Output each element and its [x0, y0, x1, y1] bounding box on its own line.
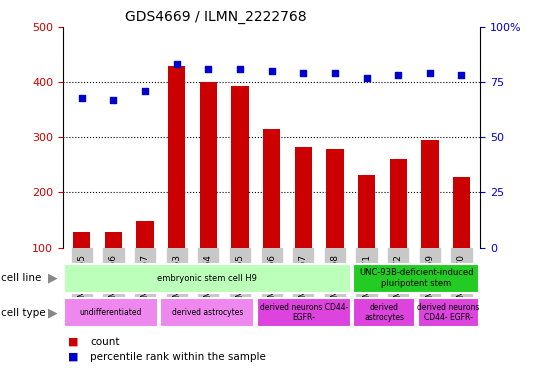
Point	[425, 70, 434, 76]
Point	[457, 73, 466, 79]
Bar	[353, 263, 479, 293]
Bar	[295, 147, 312, 248]
Point	[362, 74, 371, 81]
Bar	[161, 298, 254, 327]
Point	[394, 73, 402, 79]
Bar	[358, 175, 375, 248]
Bar	[353, 298, 415, 327]
Text: derived neurons CD44-
EGFR-: derived neurons CD44- EGFR-	[259, 303, 348, 322]
Bar	[105, 232, 122, 248]
Point	[141, 88, 150, 94]
Bar	[136, 221, 154, 248]
Point	[109, 97, 118, 103]
Bar	[232, 86, 248, 248]
Bar	[64, 298, 158, 327]
Text: ■: ■	[68, 352, 79, 362]
Text: derived neurons
CD44- EGFR-: derived neurons CD44- EGFR-	[417, 303, 479, 322]
Text: cell line: cell line	[1, 273, 41, 283]
Bar	[200, 82, 217, 248]
Bar	[418, 298, 479, 327]
Bar	[263, 129, 280, 248]
Text: count: count	[90, 337, 120, 347]
Bar	[168, 66, 186, 248]
Bar	[73, 232, 91, 248]
Text: ■: ■	[68, 337, 79, 347]
Point	[78, 94, 86, 101]
Text: derived astrocytes: derived astrocytes	[171, 308, 243, 317]
Point	[236, 66, 245, 72]
Bar	[453, 177, 470, 248]
Bar	[421, 140, 438, 248]
Text: cell type: cell type	[1, 308, 46, 318]
Text: GDS4669 / ILMN_2222768: GDS4669 / ILMN_2222768	[126, 10, 307, 25]
Text: undifferentiated: undifferentiated	[80, 308, 142, 317]
Bar	[257, 298, 351, 327]
Point	[299, 70, 307, 76]
Bar	[389, 159, 407, 248]
Text: derived
astrocytes: derived astrocytes	[364, 303, 404, 322]
Text: ▶: ▶	[48, 271, 58, 285]
Text: UNC-93B-deficient-induced
pluripotent stem: UNC-93B-deficient-induced pluripotent st…	[359, 268, 473, 288]
Text: embryonic stem cell H9: embryonic stem cell H9	[157, 273, 257, 283]
Bar	[64, 263, 351, 293]
Bar	[326, 149, 343, 248]
Point	[268, 68, 276, 74]
Text: percentile rank within the sample: percentile rank within the sample	[90, 352, 266, 362]
Text: ▶: ▶	[48, 306, 58, 319]
Point	[204, 66, 213, 72]
Point	[330, 70, 339, 76]
Point	[173, 61, 181, 68]
